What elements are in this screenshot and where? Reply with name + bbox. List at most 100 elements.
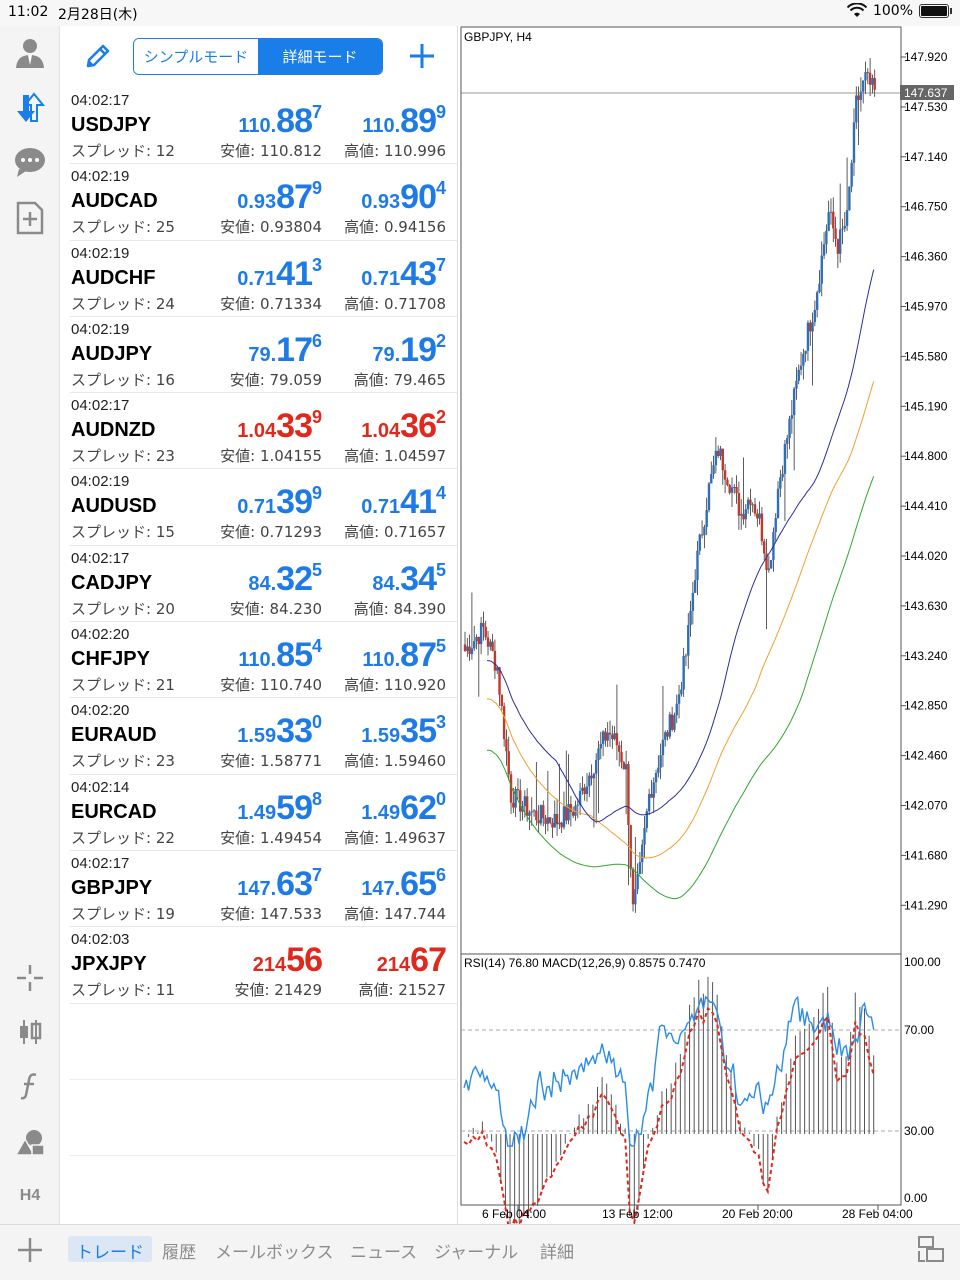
bid-price[interactable]: 21456: [252, 941, 323, 980]
candle-body: [871, 78, 874, 85]
bid-price[interactable]: 1.59330: [237, 712, 322, 751]
quote-row-audchf[interactable]: 04:02:19 AUDCHF スプレッド: 24 0.71413 0.71437 安値:…: [70, 241, 458, 317]
add-symbol-button[interactable]: [404, 38, 440, 74]
ask-price[interactable]: 1.49620: [361, 788, 446, 827]
ask-price[interactable]: 110.875: [362, 636, 446, 675]
bid-price[interactable]: 0.71399: [237, 483, 322, 522]
document-icon[interactable]: [10, 198, 50, 238]
tab-details[interactable]: 詳細: [540, 1243, 574, 1263]
quote-row-audnzd[interactable]: 04:02:17 AUDNZD スプレッド: 23 1.04339 1.04362 安値:…: [70, 393, 458, 470]
account-icon[interactable]: [10, 32, 50, 72]
simple-mode-tab[interactable]: シンプルモード: [134, 39, 258, 74]
quote-symbol: CHFJPY: [71, 648, 150, 671]
quote-row-audcad[interactable]: 04:02:19 AUDCAD スプレッド: 25 0.93879 0.93904 安値:…: [70, 164, 458, 241]
bid-price[interactable]: 147.637: [237, 864, 322, 903]
quote-time: 04:02:17: [71, 854, 130, 872]
tab-history[interactable]: 履歴: [162, 1243, 196, 1263]
chart-area[interactable]: GBPJPY, H4 RSI(14) 76.80 MACD(12,26,9) 0…: [458, 26, 960, 1245]
quote-row-audjpy[interactable]: 04:02:19 AUDJPY スプレッド: 16 79.176 79.192 安値: 7…: [70, 317, 458, 394]
tab-mailbox[interactable]: メールボックス: [215, 1243, 334, 1263]
price-tick-label: 146.750: [904, 200, 948, 214]
ask-price[interactable]: 84.345: [372, 559, 446, 598]
candle-icon[interactable]: [10, 1012, 50, 1052]
new-order-icon[interactable]: [14, 1234, 46, 1266]
timeframe-icon[interactable]: H4: [19, 1187, 41, 1204]
candle-body: [786, 438, 789, 444]
candle-body: [654, 772, 658, 783]
candle-body: [682, 656, 685, 690]
chat-icon[interactable]: [10, 142, 50, 182]
candle-body: [491, 641, 494, 651]
candle-body: [652, 782, 655, 798]
quote-spread: スプレッド: 24: [71, 294, 175, 313]
candle-body: [864, 72, 867, 81]
crosshair-icon[interactable]: [10, 958, 50, 998]
ask-price[interactable]: 110.899: [362, 102, 446, 140]
quote-symbol: EURCAD: [71, 800, 157, 823]
status-right: 100%: [846, 3, 952, 19]
candle-body: [608, 732, 612, 735]
bid-price[interactable]: 0.93879: [237, 178, 322, 217]
bid-price[interactable]: 84.325: [248, 559, 322, 598]
ask-price[interactable]: 0.71414: [361, 483, 446, 522]
quote-row-chfjpy[interactable]: 04:02:20 CHFJPY スプレッド: 21 110.854 110.875 安値:…: [70, 622, 458, 699]
candle-body: [631, 868, 635, 905]
bid-price[interactable]: 0.71413: [237, 254, 322, 293]
candle-body: [463, 644, 467, 651]
bid-price[interactable]: 79.176: [248, 330, 322, 369]
ask-price[interactable]: 1.59353: [361, 712, 446, 751]
price-tick-label: 142.070: [904, 799, 948, 813]
candle-body: [546, 817, 550, 824]
tab-news[interactable]: ニュース: [350, 1243, 418, 1263]
ask-price[interactable]: 1.04362: [361, 407, 446, 446]
candle-body: [841, 228, 844, 230]
quote-high: 高値: 79.465: [353, 370, 446, 389]
quote-row-audusd[interactable]: 04:02:19 AUDUSD スプレッド: 15 0.71399 0.71414 安値:…: [70, 469, 458, 546]
candle-body: [693, 579, 697, 593]
quote-time: 04:02:19: [71, 168, 130, 186]
bid-price[interactable]: 110.854: [238, 636, 322, 675]
quote-time: 04:02:03: [71, 931, 130, 949]
bid-price[interactable]: 110.887: [238, 102, 322, 140]
quote-row-gbpjpy[interactable]: 04:02:17 GBPJPY スプレッド: 19 147.637 147.656 安値:…: [70, 851, 458, 928]
ask-price[interactable]: 0.71437: [361, 254, 446, 293]
mode-segmented-control: シンプルモード 詳細モード: [133, 38, 383, 75]
chart-svg[interactable]: GBPJPY, H4 RSI(14) 76.80 MACD(12,26,9) 0…: [458, 26, 960, 1245]
objects-icon[interactable]: [10, 1122, 50, 1162]
quote-high: 高値: 0.94156: [344, 218, 446, 237]
candle-body: [735, 486, 738, 494]
candle-body: [606, 732, 609, 741]
ask-price[interactable]: 147.656: [361, 864, 446, 903]
quote-time: 04:02:19: [71, 320, 130, 338]
quote-row-jpxjpy[interactable]: 04:02:03 JPXJPY スプレッド: 11 21456 21467 安値: 214…: [70, 927, 458, 1004]
tab-trade[interactable]: トレード: [68, 1236, 152, 1263]
edit-icon[interactable]: [82, 40, 114, 72]
indicator-tick-label: 70.00: [904, 1023, 934, 1037]
candle-body: [829, 211, 833, 213]
bid-price[interactable]: 1.49598: [237, 788, 322, 827]
quote-row-usdjpy[interactable]: 04:02:17 USDJPY スプレッド: 12 110.887 110.899 安値:…: [70, 88, 458, 165]
candle-body: [475, 636, 478, 642]
candle-body: [822, 244, 826, 256]
quote-time: 04:02:19: [71, 244, 130, 262]
ask-price[interactable]: 0.93904: [361, 178, 446, 217]
candle-body: [578, 790, 582, 805]
candle-body: [590, 775, 593, 779]
ma-mid-line: [487, 381, 875, 859]
bid-price[interactable]: 1.04339: [237, 407, 322, 446]
quote-symbol: AUDJPY: [71, 342, 153, 365]
candle-body: [740, 513, 743, 516]
quote-row-eurcad[interactable]: 04:02:14 EURCAD スプレッド: 22 1.49598 1.49620 安値:…: [70, 775, 458, 851]
function-icon[interactable]: [10, 1066, 50, 1106]
ask-price[interactable]: 79.192: [372, 330, 446, 369]
trade-icon[interactable]: [10, 88, 50, 128]
quote-time: 04:02:20: [71, 702, 130, 720]
ask-price[interactable]: 21467: [376, 941, 447, 980]
quote-row-euraud[interactable]: 04:02:20 EURAUD スプレッド: 23 1.59330 1.59353 安値:…: [70, 698, 458, 775]
tab-journal[interactable]: ジャーナル: [434, 1243, 519, 1263]
quote-row-cadjpy[interactable]: 04:02:17 CADJPY スプレッド: 20 84.325 84.345 安値: 8…: [70, 546, 458, 623]
candle-body: [532, 810, 536, 812]
quote-spread: スプレッド: 22: [71, 828, 175, 847]
detail-mode-tab[interactable]: 詳細モード: [258, 39, 382, 74]
layout-icon[interactable]: [916, 1234, 946, 1264]
